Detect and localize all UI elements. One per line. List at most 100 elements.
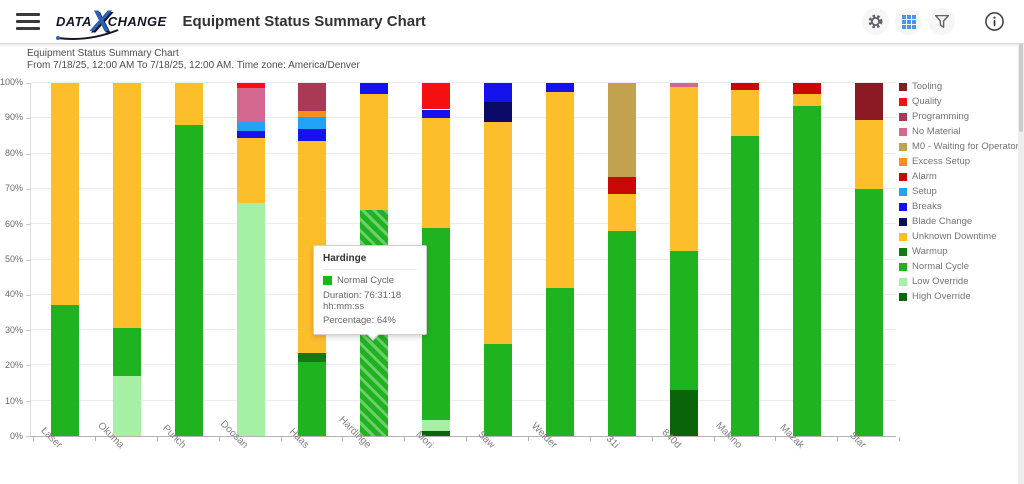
bar-segment[interactable]: [298, 111, 327, 117]
bar-segment[interactable]: [793, 83, 822, 94]
legend-label: Breaks: [912, 201, 942, 212]
tooltip-arrow: [367, 333, 379, 339]
bar-segment[interactable]: [298, 353, 327, 362]
legend-item[interactable]: Low Override: [899, 276, 1019, 287]
legend-item[interactable]: Unknown Downtime: [899, 231, 1019, 242]
chart-header: Equipment Status Summary Chart From 7/18…: [27, 48, 360, 72]
legend-label: High Override: [912, 291, 971, 302]
bar-segment[interactable]: [484, 344, 512, 436]
legend-item[interactable]: High Override: [899, 291, 1019, 302]
bar-segment[interactable]: [422, 109, 451, 119]
bar-segment[interactable]: [422, 420, 451, 431]
bar-okuma: [112, 83, 141, 436]
bar-segment[interactable]: [298, 128, 327, 142]
legend-label: Normal Cycle: [912, 261, 970, 272]
bar-segment[interactable]: [855, 83, 884, 121]
legend-item[interactable]: No Material: [899, 126, 1019, 137]
bar-segment[interactable]: [669, 83, 698, 87]
bar-segment[interactable]: [112, 328, 141, 376]
legend-label: Quality: [912, 96, 942, 107]
x-axis-tick: [33, 437, 35, 441]
bar-segment[interactable]: [51, 83, 79, 306]
bar-segment[interactable]: [236, 88, 265, 122]
legend-item[interactable]: Breaks: [899, 201, 1019, 212]
bar-welder: [545, 83, 574, 436]
bar-segment[interactable]: [855, 188, 884, 436]
table-grid-icon[interactable]: [895, 8, 922, 35]
y-axis-tick: [26, 118, 31, 120]
bar-segment[interactable]: [607, 194, 636, 232]
bar-segment[interactable]: [236, 137, 265, 204]
gridline: [31, 117, 896, 119]
settings-gear-icon[interactable]: [862, 8, 889, 35]
bar-segment[interactable]: [484, 83, 512, 103]
bar-segment[interactable]: [545, 91, 574, 288]
bar-segment[interactable]: [793, 93, 822, 106]
bar-segment[interactable]: [298, 361, 327, 436]
y-axis-tick: [26, 224, 31, 226]
bar-segment[interactable]: [793, 105, 822, 436]
bar-segment[interactable]: [607, 83, 636, 177]
bar-segment[interactable]: [112, 83, 141, 329]
info-icon[interactable]: [981, 8, 1008, 35]
bar-segment[interactable]: [174, 83, 203, 126]
legend-item[interactable]: Programming: [899, 111, 1019, 122]
legend-item[interactable]: Tooling: [899, 81, 1019, 92]
bar-840d: [669, 83, 698, 436]
bar-segment[interactable]: [298, 83, 327, 112]
scrollbar-thumb[interactable]: [1019, 2, 1023, 132]
bar-segment[interactable]: [545, 83, 574, 92]
scrollbar[interactable]: [1018, 0, 1024, 484]
y-axis-label: 80%: [4, 147, 23, 158]
legend-item[interactable]: Excess Setup: [899, 156, 1019, 167]
legend-item[interactable]: Quality: [899, 96, 1019, 107]
legend-item[interactable]: Warmup: [899, 246, 1019, 257]
legend-label: M0 - Waiting for Operator: [912, 141, 1019, 152]
bar-segment[interactable]: [484, 121, 512, 345]
legend-label: Warmup: [912, 246, 948, 257]
bar-segment[interactable]: [731, 90, 760, 136]
bar-segment[interactable]: [236, 130, 265, 138]
bar-segment[interactable]: [174, 125, 203, 436]
legend-item[interactable]: Blade Change: [899, 216, 1019, 227]
x-axis-tick: [899, 437, 901, 441]
legend-swatch: [899, 127, 907, 136]
bar-segment[interactable]: [236, 121, 265, 131]
legend-label: Tooling: [912, 81, 943, 92]
legend-item[interactable]: M0 - Waiting for Operator: [899, 141, 1019, 152]
bar-segment[interactable]: [669, 86, 698, 251]
bar-segment[interactable]: [422, 83, 451, 110]
x-axis-tick: [280, 437, 282, 441]
menu-icon[interactable]: [16, 13, 40, 30]
bar-segment[interactable]: [422, 118, 451, 228]
legend-label: Blade Change: [912, 216, 973, 227]
bar-segment[interactable]: [236, 203, 265, 436]
bar-segment[interactable]: [112, 376, 141, 436]
legend-item[interactable]: Normal Cycle: [899, 261, 1019, 272]
bar-segment[interactable]: [669, 250, 698, 391]
bar-segment[interactable]: [731, 83, 760, 91]
logo-text-x: X: [90, 4, 111, 38]
x-axis-tick: [94, 437, 96, 441]
bar-segment[interactable]: [855, 120, 884, 189]
legend-swatch: [899, 187, 907, 196]
bar-segment[interactable]: [484, 102, 512, 122]
bar-star: [855, 83, 884, 436]
bar-segment[interactable]: [607, 231, 636, 436]
bar-segment[interactable]: [669, 390, 698, 436]
bar-segment[interactable]: [236, 83, 265, 89]
app-bar: DATA X CHANGE Equipment Status Summary Cha…: [0, 0, 1024, 44]
bar-segment[interactable]: [545, 287, 574, 436]
y-axis-tick: [26, 365, 31, 367]
filter-funnel-icon[interactable]: [928, 8, 955, 35]
bar-segment[interactable]: [731, 135, 760, 436]
bar-segment[interactable]: [298, 116, 327, 129]
legend-item[interactable]: Setup: [899, 186, 1019, 197]
x-axis-tick: [466, 437, 468, 441]
legend-item[interactable]: Alarm: [899, 171, 1019, 182]
bar-segment[interactable]: [607, 176, 636, 195]
bar-segment[interactable]: [360, 93, 389, 211]
bar-segment[interactable]: [51, 305, 79, 436]
bar-segment[interactable]: [360, 83, 389, 94]
bar-segment[interactable]: [422, 430, 451, 436]
